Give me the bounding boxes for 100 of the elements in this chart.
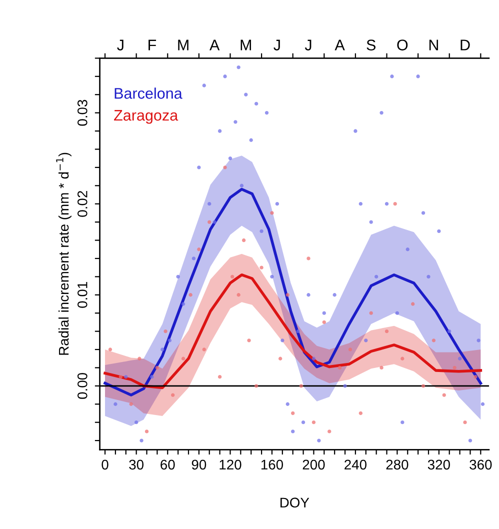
- point: [421, 211, 426, 215]
- point: [236, 293, 240, 297]
- point: [369, 311, 373, 315]
- text: N: [429, 40, 438, 50]
- point: [312, 356, 316, 360]
- point: [114, 402, 118, 406]
- x-tick-label: 280: [386, 460, 408, 470]
- point: [223, 166, 227, 170]
- point: [296, 329, 300, 334]
- point: [301, 420, 306, 424]
- point: [129, 402, 133, 406]
- point: [400, 420, 404, 424]
- text: J: [274, 40, 280, 50]
- point: [421, 384, 426, 388]
- point: [138, 356, 142, 360]
- x-axis-title: DOY: [280, 498, 310, 508]
- point: [208, 202, 212, 206]
- point: [228, 156, 232, 160]
- point: [150, 374, 154, 379]
- point: [395, 311, 400, 315]
- point: [218, 129, 222, 133]
- point: [291, 430, 295, 434]
- point: [242, 238, 246, 242]
- point: [343, 384, 347, 388]
- point: [254, 102, 258, 106]
- point: [322, 320, 326, 324]
- point: [328, 430, 332, 434]
- point: [181, 302, 186, 306]
- point: [275, 202, 280, 206]
- point: [168, 338, 172, 342]
- point: [463, 420, 467, 424]
- point: [176, 274, 180, 279]
- x-tick-label: 200: [302, 460, 325, 470]
- point: [144, 430, 149, 434]
- point: [230, 274, 234, 279]
- point: [358, 202, 363, 206]
- point: [249, 138, 253, 142]
- x-tick-label: 240: [344, 460, 366, 470]
- point: [452, 366, 456, 370]
- point: [286, 293, 290, 297]
- text: O: [397, 40, 408, 50]
- point: [270, 211, 274, 215]
- x-tick-label: 320: [428, 460, 450, 470]
- y-tick-label: 0.01: [77, 282, 88, 308]
- point: [442, 393, 446, 397]
- point: [218, 374, 222, 379]
- point: [390, 74, 394, 78]
- point: [458, 356, 462, 360]
- point: [448, 329, 452, 334]
- text: D: [460, 40, 470, 50]
- x-tick-label: 360: [470, 460, 492, 470]
- point: [244, 92, 248, 96]
- line-series: [104, 188, 482, 396]
- line-series: [104, 273, 482, 390]
- point: [286, 402, 290, 406]
- point: [160, 348, 164, 352]
- point: [264, 110, 269, 115]
- point: [254, 384, 258, 388]
- point: [437, 229, 441, 233]
- point: [476, 338, 480, 342]
- point: [306, 293, 310, 297]
- point: [384, 202, 389, 206]
- y-tick-label: 0.02: [77, 191, 88, 217]
- point: [348, 348, 352, 352]
- x-tick-label: 30: [129, 460, 144, 470]
- text: M: [240, 40, 251, 50]
- point: [171, 393, 175, 397]
- text: S: [366, 40, 376, 50]
- point: [118, 374, 123, 379]
- x-tick-label: 160: [261, 460, 284, 470]
- point: [188, 293, 192, 297]
- point: [312, 420, 316, 424]
- point: [140, 438, 144, 442]
- point: [202, 84, 206, 88]
- point: [212, 220, 216, 224]
- point: [124, 374, 128, 379]
- text: M: [178, 40, 188, 50]
- point: [384, 329, 389, 334]
- y-tick-label: 0.00: [77, 372, 88, 399]
- y-tick-label: 0.03: [77, 100, 88, 126]
- point: [155, 366, 160, 370]
- point: [108, 348, 112, 352]
- point: [393, 202, 397, 206]
- point: [260, 229, 264, 233]
- point: [322, 311, 326, 315]
- text: Zaragoza: [114, 110, 178, 124]
- point: [270, 274, 274, 279]
- point: [411, 302, 415, 306]
- point: [234, 120, 238, 124]
- point: [247, 338, 251, 342]
- point: [236, 65, 240, 70]
- point: [426, 274, 430, 279]
- point: [332, 293, 336, 297]
- point: [223, 74, 227, 78]
- text: A: [334, 40, 345, 50]
- point: [202, 348, 206, 352]
- point: [317, 438, 321, 442]
- point: [134, 420, 138, 424]
- point: [197, 166, 201, 170]
- point: [354, 129, 358, 133]
